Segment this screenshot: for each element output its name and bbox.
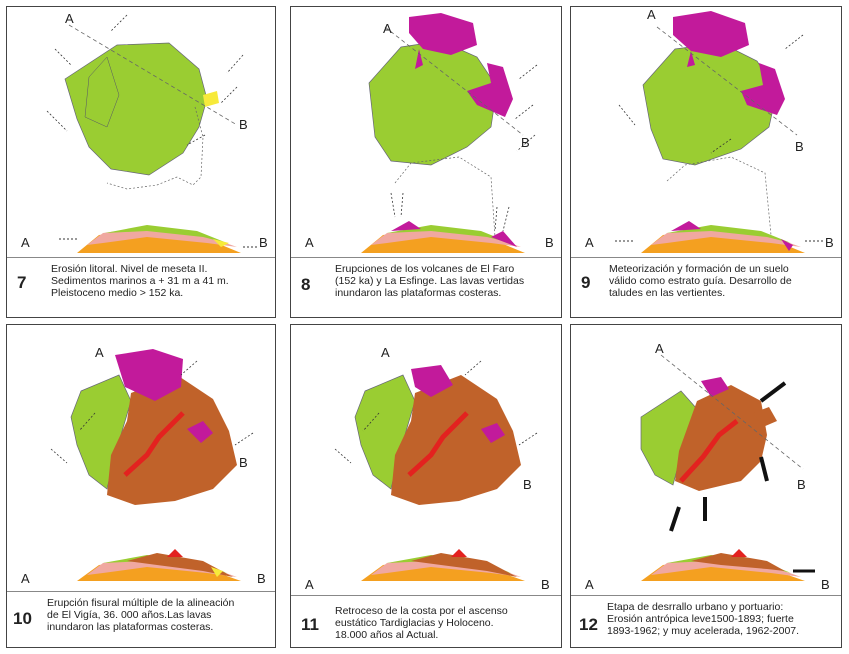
panel-8-section-b: B [545, 235, 554, 250]
panel-11-number: 11 [301, 615, 319, 634]
panel-8-number: 8 [301, 275, 311, 294]
panel-8-map [361, 13, 538, 253]
panel-9: A B A B 9 Meteorización y formación de u… [570, 6, 842, 318]
panel-12: A B A B 12 Etapa de desrrallo urbano y p… [570, 324, 842, 648]
panel-9-point-a: A [647, 7, 656, 22]
panel-12-divider [571, 595, 841, 596]
panel-12-point-a: A [655, 341, 664, 356]
panel-9-map [615, 11, 823, 253]
panel-7-section-a: A [21, 235, 30, 250]
panel-11-divider [291, 595, 561, 596]
panel-7-point-a: A [65, 11, 74, 26]
panel-8-point-b: B [521, 135, 530, 150]
panel-8-caption: Erupciones de los volcanes de El Faro (1… [335, 263, 525, 299]
panel-7: A B A B 7 Erosión litoral. Nivel de mese… [6, 6, 276, 318]
panel-7-number: 7 [17, 273, 27, 292]
panel-10-divider [7, 591, 275, 592]
panel-8-section-a: A [305, 235, 314, 250]
panel-10-map [50, 349, 254, 581]
panel-11-point-a: A [381, 345, 390, 360]
panel-10-caption: Erupción fisural múltiple de la alineaci… [47, 597, 235, 633]
panel-7-divider [7, 257, 275, 258]
panel-7-point-b: B [239, 117, 248, 132]
panel-10: A B A B 10 Erupción fisural múltiple de … [6, 324, 276, 648]
panel-10-number: 10 [13, 609, 32, 628]
panel-10-section-b: B [257, 571, 266, 586]
panel-11: A B A B 11 Retroceso de la costa por el … [290, 324, 562, 648]
panel-7-section-b: B [259, 235, 268, 250]
panel-9-section-a: A [585, 235, 594, 250]
panel-12-section-b: B [821, 577, 830, 592]
panel-11-section-b: B [541, 577, 550, 592]
panel-12-caption: Etapa de desrrallo urbano y portuario: E… [607, 601, 800, 637]
panel-11-point-b: B [523, 477, 532, 492]
panel-9-caption: Meteorización y formación de un suelo vá… [609, 263, 792, 299]
panel-8-point-a: A [383, 21, 392, 36]
panel-10-point-a: A [95, 345, 104, 360]
panel-9-number: 9 [581, 273, 591, 292]
panel-7-map [46, 14, 257, 253]
panel-10-point-b: B [239, 455, 248, 470]
panel-10-section-a: A [21, 571, 30, 586]
panel-9-point-b: B [795, 139, 804, 154]
panel-11-section-a: A [305, 577, 314, 592]
panel-12-map [640, 354, 815, 581]
panel-9-section-b: B [825, 235, 834, 250]
panel-12-number: 12 [579, 615, 598, 634]
panel-11-map [334, 360, 538, 581]
panel-12-section-a: A [585, 577, 594, 592]
panel-7-caption: Erosión litoral. Nivel de meseta II. Sed… [51, 263, 229, 299]
panel-8: A B A B 8 Erupciones de los volcanes de … [290, 6, 562, 318]
panel-9-divider [571, 257, 841, 258]
panel-11-caption: Retroceso de la costa por el ascenso eus… [335, 605, 508, 641]
panel-12-point-b: B [797, 477, 806, 492]
panel-8-divider [291, 257, 561, 258]
